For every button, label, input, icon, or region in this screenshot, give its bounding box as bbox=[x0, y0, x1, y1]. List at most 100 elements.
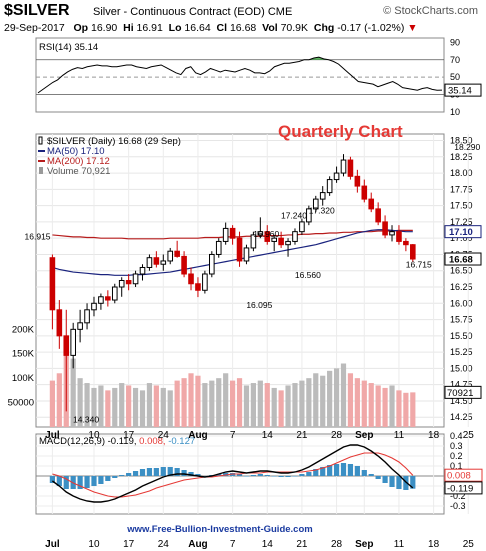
macd-histogram-bar bbox=[195, 474, 201, 476]
price-x-tick-label: Aug bbox=[188, 430, 207, 441]
candle-body bbox=[215, 240, 222, 255]
macd-x-tick-label: 21 bbox=[296, 539, 308, 550]
candle-body bbox=[312, 198, 319, 210]
macd-x-tick-label: 10 bbox=[88, 539, 100, 550]
volume-bar bbox=[271, 387, 277, 427]
stockcharts-logo[interactable]: © StockCharts.com bbox=[383, 5, 478, 17]
macd-histogram-bar bbox=[243, 476, 250, 477]
macd-histogram-bar bbox=[202, 476, 208, 477]
macd-histogram-bar bbox=[112, 476, 118, 478]
volume-bar bbox=[84, 383, 90, 427]
high-value: 16.91 bbox=[136, 22, 163, 34]
macd-histogram-bar bbox=[410, 476, 416, 489]
volume-bar bbox=[209, 380, 215, 427]
volume-bar bbox=[70, 358, 76, 427]
volume-bar bbox=[306, 378, 312, 427]
macd-tick-label: 0.1 bbox=[450, 461, 463, 471]
macd-histogram-bar bbox=[285, 476, 291, 477]
volume-bar bbox=[195, 375, 201, 427]
volume-bar bbox=[333, 368, 340, 427]
macd-histogram-bar bbox=[361, 470, 367, 476]
price-x-tick-label: 17 bbox=[123, 430, 135, 441]
volume-bar bbox=[340, 363, 347, 427]
volume-tick-label: 150K bbox=[12, 349, 35, 360]
macd-x-tick-label: 11 bbox=[394, 539, 405, 550]
volume-bar bbox=[181, 378, 187, 427]
price-tick-label: 16.25 bbox=[450, 282, 473, 292]
price-legend-entry: $SILVER (Daily) 16.68 (29 Sep) bbox=[47, 136, 181, 147]
price-label: 16.095 bbox=[246, 300, 272, 310]
macd-x-tick-label: 28 bbox=[331, 539, 343, 550]
candle-body bbox=[160, 260, 167, 265]
macd-tick-label: -0.2 bbox=[450, 491, 466, 501]
volume-last-value: 70921 bbox=[447, 388, 473, 399]
volume-bar bbox=[202, 383, 208, 427]
candle-body bbox=[396, 231, 402, 242]
candle-body bbox=[347, 159, 354, 177]
macd-histogram-bar bbox=[139, 469, 146, 476]
symbol-description: Silver - Continuous Contract (EOD) CME bbox=[93, 6, 293, 18]
macd-histogram-bar bbox=[167, 467, 173, 476]
candle-body bbox=[306, 208, 312, 223]
macd-histogram-bar bbox=[250, 475, 256, 476]
macd-histogram-bar bbox=[257, 474, 263, 476]
candle-body bbox=[271, 237, 277, 242]
macd-x-tick-label: Aug bbox=[188, 539, 207, 550]
candle-body bbox=[403, 240, 409, 246]
macd-tick-label: 0.3 bbox=[450, 441, 463, 451]
price-x-tick-label: Sep bbox=[355, 430, 373, 441]
candle-body bbox=[153, 257, 160, 265]
price-tick-label: 18.00 bbox=[450, 168, 473, 178]
volume-bar bbox=[292, 383, 298, 427]
price-last-value-box bbox=[444, 252, 482, 266]
volume-last-value-box bbox=[444, 385, 482, 399]
price-label: 16.960 bbox=[253, 229, 279, 239]
price-x-tick-label: 18 bbox=[428, 430, 440, 441]
macd-tick-label: -0.3 bbox=[450, 501, 466, 511]
candle-body bbox=[70, 328, 76, 356]
website-watermark[interactable]: www.Free-Bullion-Investment-Guide.com bbox=[126, 524, 312, 535]
candle-body bbox=[118, 280, 125, 288]
macd-histogram-bar bbox=[146, 468, 153, 476]
macd-histogram-bar bbox=[278, 476, 284, 477]
candle-body bbox=[375, 208, 381, 223]
volume-bar bbox=[49, 380, 55, 427]
macd-histogram-bar bbox=[382, 476, 388, 483]
price-last-value-box bbox=[444, 225, 482, 239]
macd-last-value: -0.119 bbox=[447, 483, 473, 494]
rsi-last-value: 35.14 bbox=[448, 86, 472, 97]
volume-bar bbox=[320, 375, 326, 427]
volume-bar bbox=[250, 383, 256, 427]
candle-body bbox=[125, 280, 132, 285]
price-x-tick-label: 25 bbox=[463, 430, 475, 441]
price-tick-label: 16.00 bbox=[450, 298, 473, 308]
volume-bar bbox=[361, 380, 367, 427]
candle-body bbox=[111, 286, 118, 301]
candle-body bbox=[389, 231, 395, 236]
candle-body bbox=[368, 198, 375, 210]
macd-legend-part: MACD(12,26,9) -0.119, bbox=[39, 436, 137, 447]
macd-histogram-bar bbox=[160, 467, 166, 476]
candle-body bbox=[285, 240, 291, 246]
volume-bar bbox=[132, 387, 139, 427]
volume-bar bbox=[243, 385, 250, 427]
price-tick-label: 18.50 bbox=[450, 136, 473, 146]
price-x-tick-label: 24 bbox=[158, 430, 170, 441]
volume-bar bbox=[98, 385, 104, 427]
price-x-tick-label: 7 bbox=[230, 430, 236, 441]
volume-bar bbox=[285, 385, 291, 427]
candle-body bbox=[292, 231, 298, 242]
price-legend-entry: MA(200) 17.12 bbox=[47, 156, 110, 167]
price-tick-label: 15.50 bbox=[450, 331, 473, 341]
candle-body bbox=[146, 257, 153, 268]
macd-histogram-bar bbox=[105, 476, 111, 481]
candle-body bbox=[49, 257, 56, 311]
candle-body bbox=[354, 175, 361, 187]
macd-x-tick-label: 25 bbox=[463, 539, 475, 550]
macd-histogram-bar bbox=[56, 476, 62, 486]
macd-histogram-bar bbox=[49, 476, 55, 483]
volume-bar bbox=[396, 390, 402, 427]
price-tick-label: 17.75 bbox=[450, 184, 473, 194]
candle-body bbox=[278, 237, 284, 246]
